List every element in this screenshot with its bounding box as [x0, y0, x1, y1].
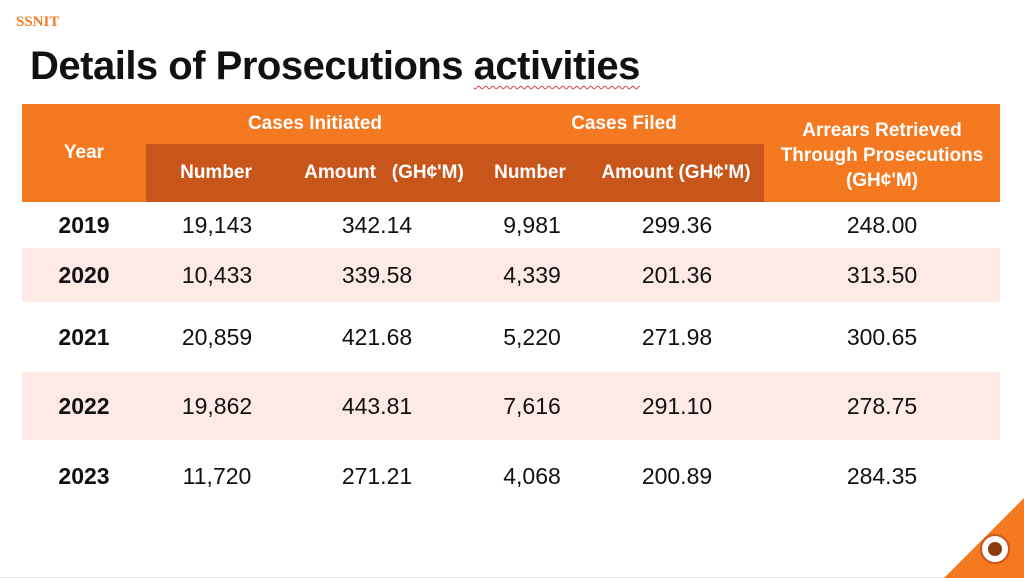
ssnit-emblem-icon [980, 534, 1010, 564]
cell-year: 2020 [58, 261, 110, 288]
header-cases-initiated: Cases Initiated [247, 113, 383, 134]
subheader-band [146, 144, 764, 202]
cell-year: 2022 [58, 392, 110, 419]
cell-cf-number: 5,220 [503, 323, 561, 350]
header-ci-amount: Amount (GH¢'M) [304, 162, 464, 183]
cell-ci-number: 11,720 [182, 462, 252, 489]
cell-cf-amount: 271.98 [641, 323, 713, 350]
table-row: 2019 19,143 342.14 9,981 299.36 248.00 [22, 202, 1000, 248]
table-header: Year Cases Initiated Cases Filed Arrears… [22, 104, 1000, 202]
header-ci-number: Number [180, 162, 252, 183]
table-row: 2023 11,720 271.21 4,068 200.89 284.35 [22, 440, 1000, 512]
cell-cf-number: 9,981 [503, 211, 561, 238]
cell-year: 2019 [58, 211, 110, 238]
cell-arrears: 278.75 [846, 392, 918, 419]
cell-cf-amount: 201.36 [641, 261, 713, 288]
table-row: 2021 20,859 421.68 5,220 271.98 300.65 [22, 302, 1000, 372]
cell-ci-amount: 271.21 [341, 462, 413, 489]
cell-cf-number: 4,068 [503, 462, 561, 489]
cell-cf-amount: 291.10 [641, 392, 713, 419]
cell-ci-amount: 339.58 [341, 261, 413, 288]
cell-ci-number: 19,862 [181, 392, 253, 419]
cell-cf-amount: 299.36 [641, 211, 713, 238]
cell-arrears: 248.00 [846, 211, 918, 238]
emblem-center [988, 542, 1002, 556]
header-arrears: Arrears Retrieved Through Prosecutions (… [780, 119, 984, 191]
cell-ci-number: 10,433 [181, 261, 253, 288]
page-title: Details of Prosecutions activities [30, 44, 640, 89]
header-cases-filed: Cases Filed [571, 113, 677, 134]
page-title-main: Details of Prosecutions [30, 44, 474, 88]
cell-cf-number: 7,616 [503, 392, 561, 419]
cell-ci-amount: 342.14 [341, 211, 413, 238]
cell-ci-number: 20,859 [181, 323, 253, 350]
cell-year: 2023 [58, 462, 110, 489]
cell-cf-amount: 200.89 [641, 462, 713, 489]
cell-arrears: 284.35 [846, 462, 918, 489]
header-cf-amount: Amount (GH¢'M) [601, 162, 751, 183]
header-cf-number: Number [494, 162, 566, 183]
cell-arrears: 300.65 [846, 323, 918, 350]
cell-ci-number: 19,143 [181, 211, 253, 238]
header-year: Year [63, 142, 105, 163]
table-row: 2022 19,862 443.81 7,616 291.10 278.75 [22, 372, 1000, 440]
table-row: 2020 10,433 339.58 4,339 201.36 313.50 [22, 248, 1000, 302]
cell-cf-number: 4,339 [503, 261, 561, 288]
cell-ci-amount: 443.81 [341, 392, 413, 419]
page-title-last-word: activities [473, 44, 641, 88]
prosecutions-table: Year Cases Initiated Cases Filed Arrears… [22, 104, 1000, 512]
cell-year: 2021 [58, 323, 110, 350]
cell-ci-amount: 421.68 [341, 323, 413, 350]
cell-arrears: 313.50 [846, 261, 918, 288]
brand-logo-text: SSNIT [16, 14, 60, 30]
